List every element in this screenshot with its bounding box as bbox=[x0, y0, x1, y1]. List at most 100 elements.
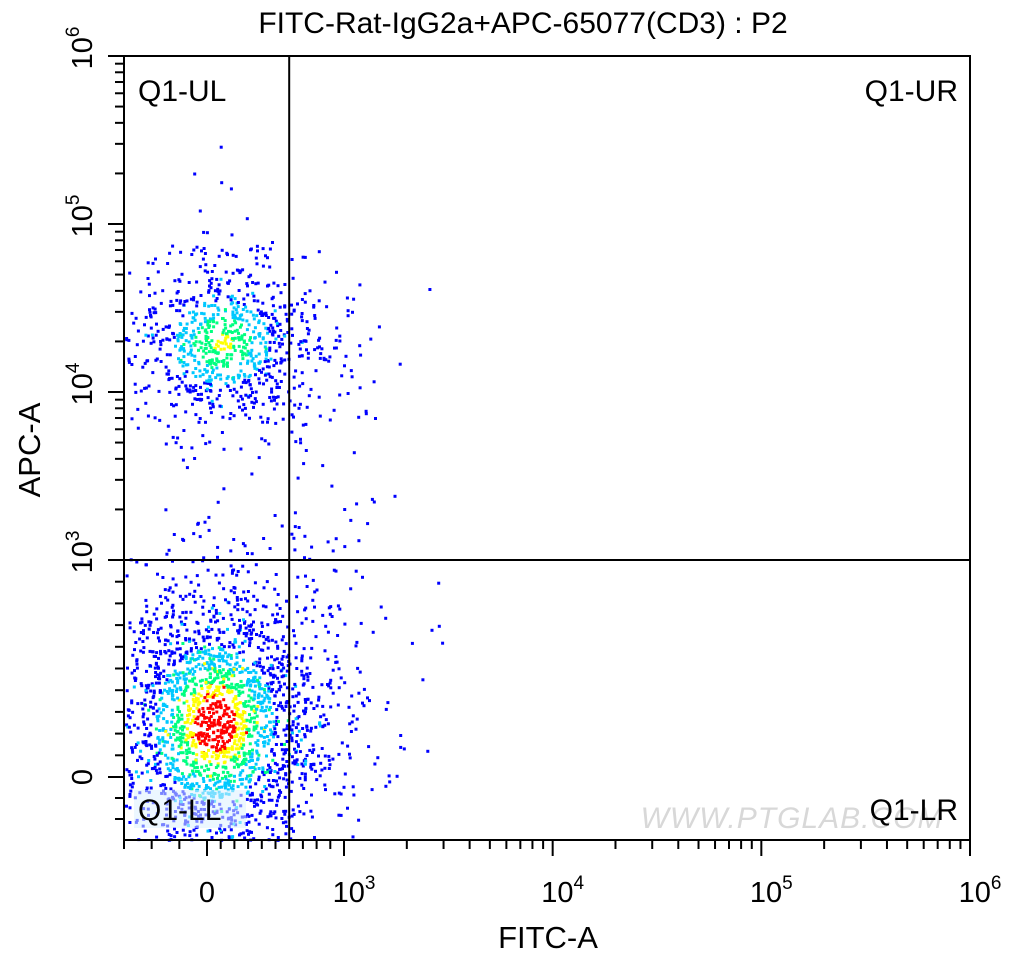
scatter-point bbox=[228, 724, 232, 728]
scatter-point bbox=[262, 586, 266, 590]
scatter-point bbox=[198, 667, 202, 671]
scatter-point bbox=[153, 666, 157, 670]
scatter-point bbox=[180, 345, 184, 349]
scatter-point bbox=[428, 288, 432, 291]
scatter-point bbox=[253, 336, 257, 340]
scatter-point bbox=[260, 370, 263, 374]
scatter-point bbox=[236, 603, 240, 607]
scatter-point bbox=[248, 688, 252, 692]
scatter-point bbox=[164, 753, 168, 757]
scatter-point bbox=[159, 784, 163, 788]
scatter-point bbox=[223, 781, 227, 785]
scatter-point bbox=[175, 309, 179, 313]
scatter-point bbox=[209, 618, 213, 622]
scatter-point bbox=[267, 316, 271, 319]
scatter-point bbox=[290, 303, 293, 307]
scatter-point bbox=[283, 358, 287, 362]
scatter-point bbox=[292, 812, 296, 816]
scatter-point bbox=[210, 667, 214, 671]
scatter-point bbox=[235, 710, 239, 714]
scatter-point bbox=[236, 305, 240, 309]
scatter-point bbox=[212, 361, 216, 365]
scatter-point bbox=[300, 669, 304, 673]
scatter-point bbox=[178, 615, 182, 619]
scatter-point bbox=[245, 727, 249, 731]
scatter-point bbox=[208, 706, 212, 710]
scatter-point bbox=[200, 750, 204, 754]
scatter-point bbox=[336, 634, 340, 637]
scatter-point bbox=[211, 738, 215, 742]
scatter-point bbox=[239, 447, 243, 451]
scatter-point bbox=[258, 664, 262, 668]
scatter-point bbox=[275, 779, 278, 783]
scatter-point bbox=[245, 683, 249, 687]
scatter-point bbox=[212, 604, 216, 608]
scatter-point bbox=[149, 689, 153, 693]
scatter-point bbox=[219, 277, 223, 281]
scatter-point bbox=[146, 770, 149, 774]
scatter-point bbox=[212, 349, 216, 352]
scatter-point bbox=[210, 681, 213, 685]
scatter-point bbox=[235, 706, 239, 710]
scatter-point bbox=[299, 437, 302, 441]
scatter-point bbox=[246, 359, 250, 363]
scatter-point bbox=[303, 608, 307, 612]
scatter-point bbox=[148, 310, 152, 314]
scatter-point bbox=[272, 407, 276, 411]
scatter-point bbox=[310, 767, 314, 771]
scatter-point bbox=[154, 702, 158, 706]
scatter-point bbox=[264, 341, 268, 345]
scatter-point bbox=[222, 328, 226, 332]
scatter-point bbox=[303, 300, 307, 304]
scatter-point bbox=[268, 812, 272, 816]
scatter-point bbox=[218, 681, 222, 685]
scatter-point bbox=[226, 740, 229, 744]
scatter-point bbox=[222, 761, 226, 765]
scatter-point bbox=[239, 385, 243, 389]
scatter-point bbox=[204, 343, 208, 346]
scatter-point bbox=[162, 744, 166, 748]
scatter-point bbox=[204, 764, 208, 768]
scatter-point bbox=[168, 390, 172, 394]
scatter-point bbox=[255, 802, 258, 806]
scatter-point bbox=[221, 668, 225, 672]
scatter-point bbox=[277, 704, 281, 708]
y-tick-label: 105 bbox=[63, 195, 99, 238]
scatter-point bbox=[181, 728, 184, 732]
scatter-point bbox=[214, 676, 218, 680]
scatter-point bbox=[185, 699, 189, 703]
scatter-point bbox=[300, 315, 304, 319]
scatter-point bbox=[342, 785, 346, 789]
scatter-point bbox=[184, 575, 188, 579]
scatter-point bbox=[317, 754, 320, 758]
scatter-point bbox=[272, 341, 276, 344]
scatter-point bbox=[207, 290, 211, 294]
scatter-point bbox=[143, 361, 147, 365]
scatter-point bbox=[278, 369, 282, 373]
scatter-point bbox=[345, 296, 349, 300]
scatter-point bbox=[248, 628, 252, 632]
scatter-point bbox=[274, 816, 278, 820]
scatter-point bbox=[200, 739, 204, 743]
scatter-point bbox=[215, 749, 218, 753]
scatter-point bbox=[323, 754, 327, 758]
scatter-point bbox=[199, 322, 202, 326]
scatter-point bbox=[260, 624, 264, 628]
scatter-point bbox=[159, 301, 163, 305]
scatter-point bbox=[238, 317, 242, 321]
scatter-point bbox=[226, 384, 230, 388]
scatter-point bbox=[304, 606, 308, 610]
scatter-point bbox=[152, 755, 156, 758]
scatter-point bbox=[182, 701, 186, 705]
scatter-point bbox=[175, 767, 179, 770]
scatter-point bbox=[181, 597, 185, 601]
scatter-point bbox=[245, 309, 249, 313]
scatter-point bbox=[368, 699, 371, 703]
scatter-point bbox=[276, 395, 280, 399]
x-tick-label: 104 bbox=[541, 873, 584, 909]
scatter-point bbox=[221, 317, 224, 320]
scatter-point bbox=[304, 700, 308, 704]
scatter-point bbox=[264, 714, 268, 718]
scatter-point bbox=[233, 705, 237, 709]
scatter-point bbox=[271, 680, 275, 684]
